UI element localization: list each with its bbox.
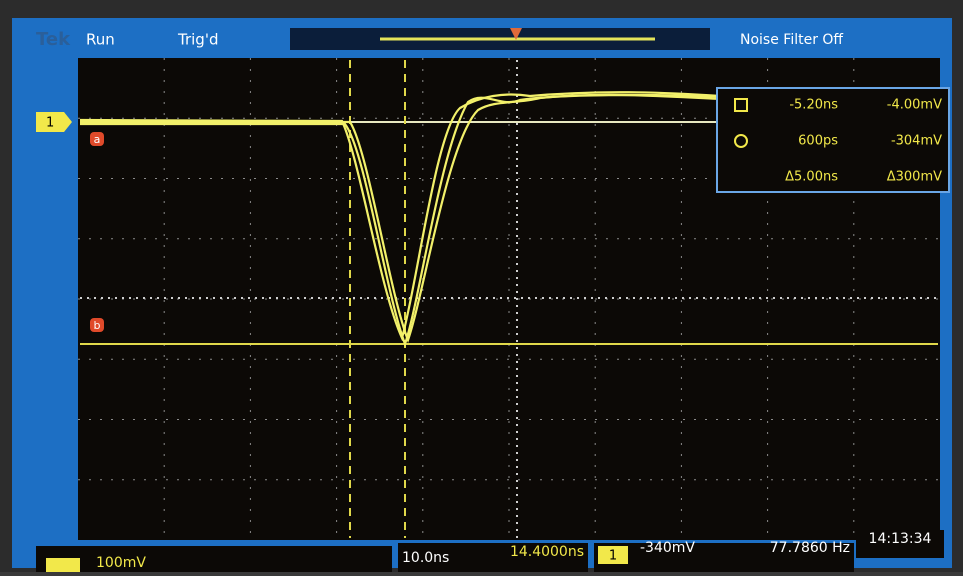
channel-marker-label: 1 [46,116,54,131]
trace [80,93,721,344]
trigger-position [510,28,522,40]
cursor-a-icon [734,98,748,112]
channel-badge [46,558,80,572]
frequency: 77.7860 Hz [770,540,850,556]
delta-time: Δ5.00ns [785,170,838,185]
cursor-a-level: -4.00mV [887,98,942,113]
trace [79,91,721,342]
clock: 14:13:34 [869,531,932,547]
position: 14.4000ns [510,544,584,560]
trigger-level: -340mV [640,540,695,556]
trigger-status: Trig'd [177,31,218,49]
cursor-b-marker-label: b [94,319,101,332]
filter-status: Noise Filter Off [740,32,843,48]
cursor-b-time: 600ps [798,134,838,149]
cursor-a-time: -5.20ns [789,98,838,113]
cursor-readout [716,87,950,193]
timebase-panel [398,543,588,572]
clock-panel [856,530,944,558]
waveform [79,91,721,348]
channel-scale: 100mV [96,555,146,571]
brand: Tek [36,29,71,50]
cursor-a-marker [90,132,104,146]
trigger-panel [594,543,854,572]
run-state: Run [86,31,115,49]
trigger-channel: 1 [609,549,617,564]
trigger-badge [598,546,628,564]
cursor-b-level: -304mV [891,134,942,149]
cursor-b-icon [734,134,748,148]
channel-marker [36,112,72,132]
cursor-b-marker [90,318,104,332]
delta-level: Δ300mV [887,170,942,185]
timebase: 10.0ns [402,550,449,566]
channel-panel [36,546,392,572]
cursor-a-marker-label: a [94,133,101,146]
